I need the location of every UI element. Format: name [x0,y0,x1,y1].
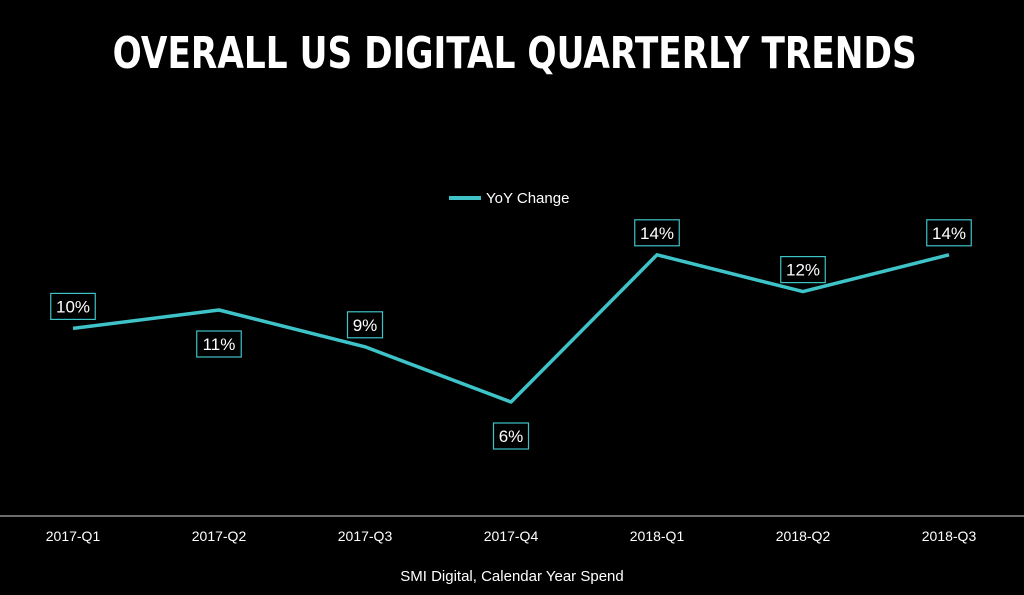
data-label-2018-Q3: 14% [926,219,972,247]
x-tick-label: 2018-Q2 [776,528,831,544]
data-label-text: 9% [353,316,378,335]
legend: YoY Change [449,190,569,207]
data-label-2017-Q4: 6% [492,422,530,450]
data-label-box [492,422,530,450]
data-label-text: 12% [786,261,820,280]
series-line-yoy-change [72,253,950,404]
x-tick-label: 2017-Q1 [46,528,101,544]
data-label-text: 14% [640,224,674,243]
data-label-box [634,219,680,247]
data-label-box [50,292,96,320]
data-label-2017-Q1: 10% [50,292,96,320]
data-label-box [926,219,972,247]
x-tick-label: 2017-Q2 [192,528,247,544]
data-label-text: 10% [56,297,90,316]
data-label-2017-Q3: 9% [346,311,384,339]
data-label-text: 11% [203,335,236,354]
data-label-box [196,330,242,358]
data-label-2018-Q2: 12% [780,256,826,284]
legend-label: YoY Change [486,190,569,207]
chart-title: OVERALL US DIGITAL QUARTERLY TRENDS [112,28,917,79]
data-label-box [346,311,384,339]
data-labels: 10% 11% 9% 6% 14% 12% 14% [50,219,972,450]
x-tick-label: 2018-Q1 [630,528,685,544]
x-axis-label: SMI Digital, Calendar Year Spend [400,568,623,585]
data-label-text: 14% [932,224,966,243]
data-label-box [780,256,826,284]
x-tick-label: 2017-Q3 [338,528,393,544]
data-label-2017-Q2: 11% [196,330,242,358]
data-label-2018-Q1: 14% [634,219,680,247]
x-tick-labels: 2017-Q1 2017-Q2 2017-Q3 2017-Q4 2018-Q1 2018-… [46,528,977,544]
x-tick-label: 2017-Q4 [484,528,539,544]
data-label-text: 6% [499,427,524,446]
x-tick-label: 2018-Q3 [922,528,977,544]
